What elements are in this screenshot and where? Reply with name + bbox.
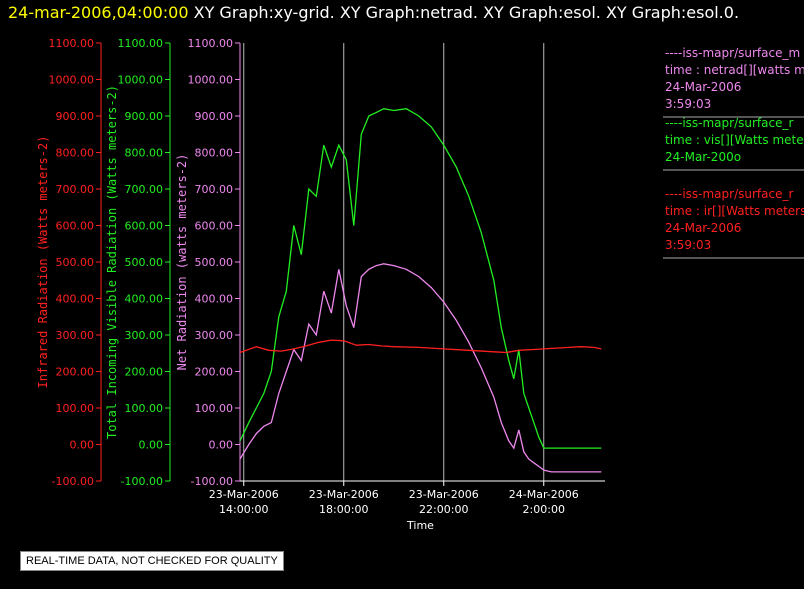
x-tick-label-date-3: 24-Mar-2006	[509, 488, 579, 501]
y-tick-label-0-7: 600.00	[56, 220, 95, 233]
quality-notice: REAL-TIME DATA, NOT CHECKED FOR QUALITY	[20, 551, 284, 571]
x-tick-label-time-0: 14:00:00	[219, 503, 268, 516]
y-tick-label-0-5: 400.00	[56, 293, 95, 306]
legend-0-line-1: time : netrad[][watts m	[665, 63, 804, 77]
legend-2-line-2: 24-Mar-2006	[665, 221, 741, 235]
legend-2-line-0: ----iss-mapr/surface_r	[665, 187, 793, 201]
y-tick-label-1-9: 800.00	[125, 147, 164, 160]
y-tick-label-1-0: -100.00	[121, 475, 163, 488]
y-tick-label-1-3: 200.00	[125, 366, 164, 379]
y-axis-label-0: Infrared Radiation (Watts meters-2)	[36, 136, 50, 389]
graph-list: XY Graph:xy-grid. XY Graph:netrad. XY Gr…	[193, 3, 740, 22]
legend-2-line-3: 3:59:03	[665, 238, 711, 252]
y-tick-label-2-9: 800.00	[195, 147, 234, 160]
legend-1-line-0: ----iss-mapr/surface_r	[665, 116, 793, 130]
y-tick-label-1-1: 0.00	[139, 439, 164, 452]
series-line-2	[239, 339, 602, 354]
y-tick-label-1-11: 1000.00	[118, 74, 164, 87]
y-tick-label-2-12: 1100.00	[188, 37, 234, 50]
y-tick-label-0-10: 900.00	[56, 110, 95, 123]
x-tick-label-date-1: 23-Mar-2006	[309, 488, 379, 501]
x-axis-label: Time	[406, 519, 434, 532]
y-tick-label-1-7: 600.00	[125, 220, 164, 233]
y-tick-label-0-6: 500.00	[56, 256, 95, 269]
x-tick-label-time-1: 18:00:00	[319, 503, 368, 516]
x-tick-label-date-2: 23-Mar-2006	[409, 488, 479, 501]
legend-0-line-3: 3:59:03	[665, 97, 711, 111]
y-tick-label-1-6: 500.00	[125, 256, 164, 269]
y-tick-label-1-2: 100.00	[125, 402, 164, 415]
y-tick-label-0-3: 200.00	[56, 366, 95, 379]
y-tick-label-2-4: 300.00	[195, 329, 234, 342]
x-tick-label-time-3: 2:00:00	[523, 503, 565, 516]
y-tick-label-0-2: 100.00	[56, 402, 95, 415]
x-tick-label-date-0: 23-Mar-2006	[209, 488, 279, 501]
y-tick-label-2-10: 900.00	[195, 110, 234, 123]
y-tick-label-2-2: 100.00	[195, 402, 234, 415]
y-tick-label-1-8: 700.00	[125, 183, 164, 196]
graph-header: 24-mar-2006,04:00:00 XY Graph:xy-grid. X…	[0, 0, 804, 26]
y-tick-label-2-0: -100.00	[191, 475, 233, 488]
y-tick-label-2-11: 1000.00	[188, 74, 234, 87]
y-tick-label-1-12: 1100.00	[118, 37, 164, 50]
legend-1-line-1: time : vis[][Watts mete	[665, 133, 804, 147]
y-tick-label-0-1: 0.00	[70, 439, 95, 452]
y-tick-label-1-10: 900.00	[125, 110, 164, 123]
timestamp: 24-mar-2006,04:00:00	[8, 3, 189, 22]
y-tick-label-2-6: 500.00	[195, 256, 234, 269]
legend-1-line-2: 24-Mar-200o	[665, 150, 741, 164]
y-tick-label-2-5: 400.00	[195, 293, 234, 306]
y-tick-label-0-0: -100.00	[52, 475, 94, 488]
y-tick-label-2-3: 200.00	[195, 366, 234, 379]
y-axis-label-2: Net Radiation (watts meters-2)	[175, 154, 189, 371]
legend-2-line-1: time : ir[][Watts meters	[665, 204, 804, 218]
y-tick-label-2-7: 600.00	[195, 220, 234, 233]
y-tick-label-0-11: 1000.00	[49, 74, 95, 87]
y-tick-label-2-8: 700.00	[195, 183, 234, 196]
y-tick-label-2-1: 0.00	[209, 439, 234, 452]
y-axis-label-1: Total Incoming Visible Radiation (Watts …	[105, 85, 119, 439]
series-line-1	[239, 263, 602, 473]
legend-0-line-2: 24-Mar-2006	[665, 80, 741, 94]
legend-0-line-0: ----iss-mapr/surface_m	[665, 46, 800, 60]
series-line-0	[239, 108, 602, 449]
y-tick-label-0-8: 700.00	[56, 183, 95, 196]
y-tick-label-0-9: 800.00	[56, 147, 95, 160]
y-tick-label-0-12: 1100.00	[49, 37, 95, 50]
y-tick-label-1-4: 300.00	[125, 329, 164, 342]
x-tick-label-time-2: 22:00:00	[419, 503, 468, 516]
y-tick-label-0-4: 300.00	[56, 329, 95, 342]
y-tick-label-1-5: 400.00	[125, 293, 164, 306]
